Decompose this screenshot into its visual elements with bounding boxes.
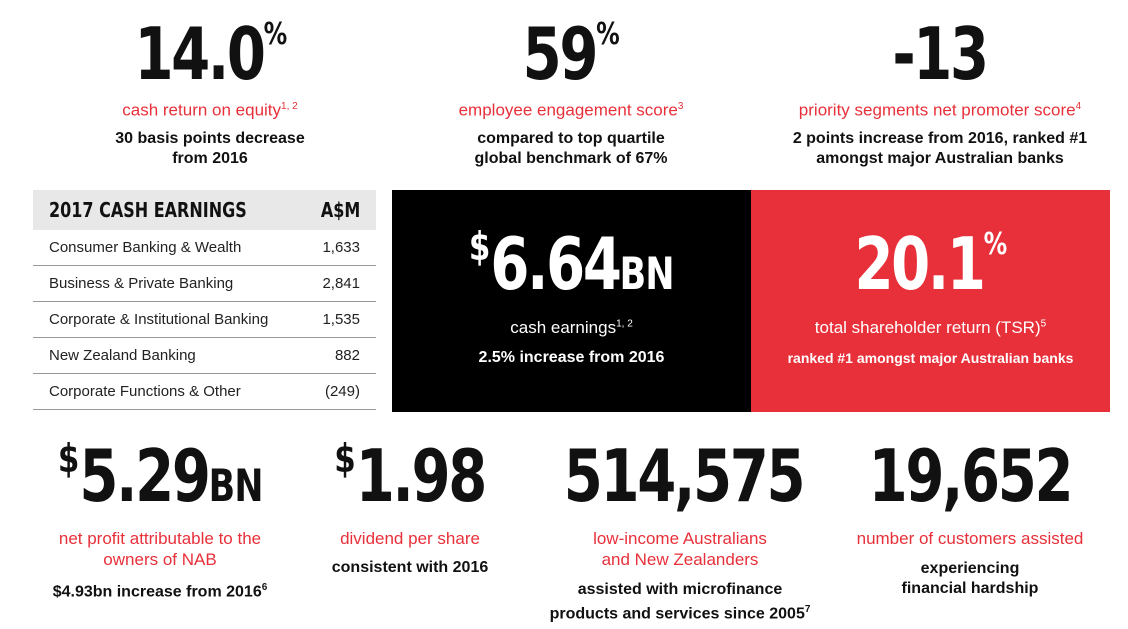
stat-value: $6.64BN (469, 222, 675, 306)
stat-label: total shareholder return (TSR)5 (814, 318, 1047, 337)
stat-value: $5.29BN (57, 434, 264, 518)
stat-detail: consistent with 2016 (331, 559, 489, 576)
row-name: Business & Private Banking (49, 275, 234, 292)
stat-label: cash earnings1, 2 (510, 318, 633, 337)
cash-earnings-table: 2017 CASH EARNINGS A$M Consumer Banking … (33, 190, 376, 410)
row-value: 882 (334, 347, 360, 364)
row-value: 1,633 (322, 239, 360, 256)
stat-label: cash return on equity1, 2 (122, 100, 298, 120)
row-value: 2,841 (322, 275, 360, 292)
stat-value: 59% (522, 12, 620, 96)
stat-label: net profit attributable to the owners of … (58, 529, 262, 569)
row-value: (249) (324, 383, 360, 400)
stat-customers-assisted: 19,652 number of customers assisted expe… (840, 440, 1100, 599)
stat-low-income-assisted: 514,575 low-income Australians and New Ze… (530, 440, 830, 624)
row-name: Corporate & Institutional Banking (49, 311, 269, 328)
row-name: Corporate Functions & Other (49, 383, 241, 400)
stat-dividend: $1.98 dividend per share consistent with… (300, 434, 520, 578)
table-row: New Zealand Banking 882 (33, 338, 376, 374)
stat-value: 514,575 (563, 434, 806, 518)
table-title: 2017 CASH EARNINGS (49, 198, 247, 222)
stat-employee-engagement: 59% employee engagement score3 compared … (421, 18, 721, 169)
stat-detail: 30 basis points decrease from 2016 (115, 129, 305, 167)
stat-detail: 2 points increase from 2016, ranked #1 am… (792, 129, 1088, 167)
stat-detail: ranked #1 amongst major Australian banks (787, 350, 1074, 366)
stat-label: dividend per share (340, 529, 480, 548)
stat-cash-roe: 14.0% cash return on equity1, 2 30 basis… (60, 18, 360, 169)
stat-value: 20.1% (854, 222, 1007, 306)
stat-label: employee engagement score3 (458, 100, 684, 120)
table-row: Corporate Functions & Other (249) (33, 374, 376, 410)
table-row: Consumer Banking & Wealth 1,633 (33, 230, 376, 266)
stat-detail: $4.93bn increase from 20166 (52, 582, 268, 601)
stat-value: -13 (892, 12, 990, 96)
table-header: 2017 CASH EARNINGS A$M (33, 190, 376, 230)
tsr-panel: 20.1% total shareholder return (TSR)5 ra… (751, 190, 1110, 412)
stat-value: $1.98 (334, 434, 488, 518)
row-value: 1,535 (322, 311, 360, 328)
row-name: New Zealand Banking (49, 347, 196, 364)
cash-earnings-panel: $6.64BN cash earnings1, 2 2.5% increase … (392, 190, 751, 412)
stat-label: number of customers assisted (856, 529, 1084, 548)
stat-net-promoter: -13 priority segments net promoter score… (760, 18, 1120, 169)
stat-net-profit: $5.29BN net profit attributable to the ow… (20, 434, 300, 602)
table-unit: A$M (320, 198, 360, 222)
stat-label: low-income Australians and New Zealanders (593, 529, 767, 569)
stat-detail: 2.5% increase from 2016 (478, 349, 665, 366)
stat-detail: compared to top quartile global benchmark… (474, 129, 668, 167)
table-row: Corporate & Institutional Banking 1,535 (33, 302, 376, 338)
table-row: Business & Private Banking 2,841 (33, 266, 376, 302)
row-name: Consumer Banking & Wealth (49, 239, 242, 256)
stat-label: priority segments net promoter score4 (798, 100, 1082, 120)
stat-value: 14.0% (133, 12, 287, 96)
stat-detail: assisted with microfinance products and s… (549, 581, 811, 623)
stat-value: 19,652 (868, 434, 1074, 518)
stat-detail: experiencing financial hardship (901, 560, 1039, 597)
